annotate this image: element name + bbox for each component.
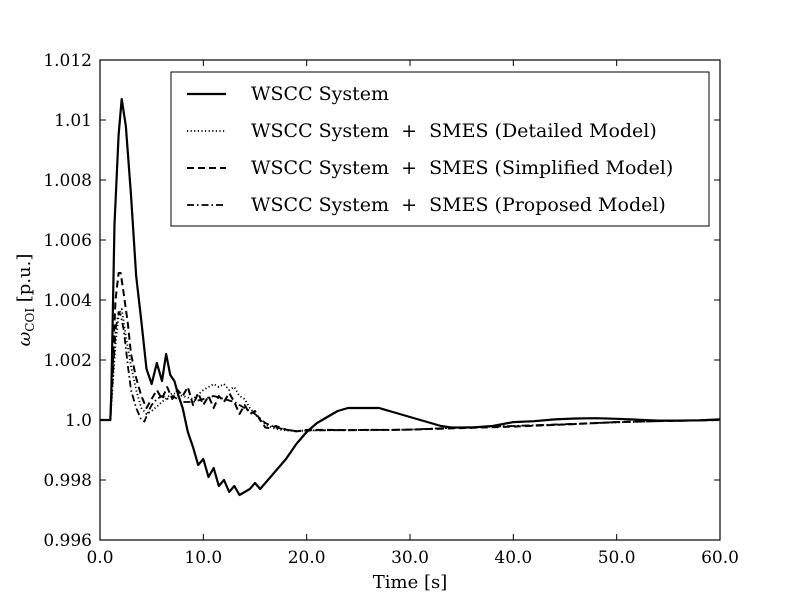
ticks-layer: 0.0 10.0 20.0 30.0 40.0 50.0 60.0 0.996 0.998 1.0… — [43, 51, 739, 568]
y-axis-label-subscript: COI — [23, 308, 37, 332]
legend-label-1: WSCC System — [251, 83, 389, 105]
x-tick-label-6: 60.0 — [701, 548, 739, 568]
y-tick-label-1: 0.998 — [43, 471, 92, 491]
legend-box — [170, 71, 710, 227]
legend-label-2: WSCC System + SMES (Detailed Model) — [251, 120, 657, 142]
y-tick-label-3: 1.002 — [43, 351, 92, 371]
y-axis-label-symbol: ω — [14, 331, 35, 346]
y-tick-label-0: 0.996 — [43, 531, 92, 551]
x-tick-label-3: 30.0 — [391, 548, 429, 568]
series-line-2 — [100, 308, 721, 432]
y-tick-label-5: 1.006 — [43, 231, 92, 251]
series-line-4 — [100, 311, 721, 432]
y-tick-label-6: 1.008 — [43, 171, 92, 191]
x-tick-label-1: 10.0 — [184, 548, 222, 568]
legend: WSCC System WSCC System + SMES (Detailed … — [170, 71, 710, 227]
legend-label-3: WSCC System + SMES (Simplified Model) — [251, 157, 673, 179]
y-tick-label-2: 1.0 — [65, 411, 92, 431]
x-axis-label: Time [s] — [373, 572, 448, 593]
y-axis-label: ωCOI [p.u.] — [14, 254, 37, 347]
y-tick-label-4: 1.004 — [43, 291, 92, 311]
x-tick-label-5: 50.0 — [598, 548, 636, 568]
y-tick-label-8: 1.012 — [43, 51, 92, 71]
x-tick-label-0: 0.0 — [86, 548, 113, 568]
series-line-3 — [100, 272, 721, 433]
y-axis-label-unit: [p.u.] — [14, 254, 35, 308]
plot-frame — [99, 59, 721, 541]
legend-label-4: WSCC System + SMES (Proposed Model) — [251, 194, 666, 216]
x-tick-label-4: 40.0 — [494, 548, 532, 568]
x-tick-label-2: 20.0 — [288, 548, 326, 568]
y-tick-label-7: 1.01 — [54, 111, 92, 131]
series-layer — [100, 97, 721, 497]
